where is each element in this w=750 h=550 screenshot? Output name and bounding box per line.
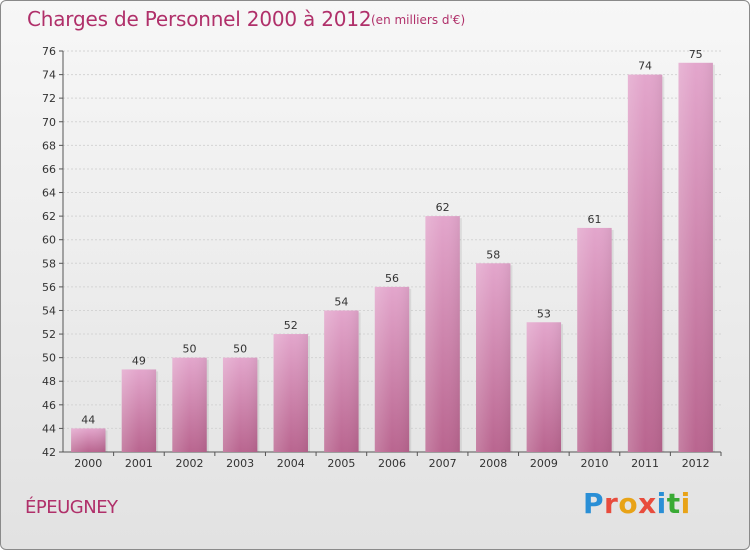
value-label: 56 bbox=[385, 272, 399, 285]
x-tick-label: 2000 bbox=[74, 457, 102, 470]
x-tick-label: 2012 bbox=[682, 457, 710, 470]
value-label: 50 bbox=[233, 343, 247, 356]
value-label: 44 bbox=[81, 413, 95, 426]
x-tick-label: 2002 bbox=[176, 457, 204, 470]
y-tick-label: 60 bbox=[42, 234, 56, 247]
x-tick-label: 2007 bbox=[429, 457, 457, 470]
x-tick-label: 2006 bbox=[378, 457, 406, 470]
value-label: 54 bbox=[334, 295, 348, 308]
bar-shine bbox=[577, 227, 612, 452]
bars bbox=[71, 62, 715, 453]
y-tick-label: 76 bbox=[42, 45, 56, 58]
value-label: 62 bbox=[436, 201, 450, 214]
y-tick-label: 64 bbox=[42, 187, 56, 200]
y-tick-label: 68 bbox=[42, 139, 56, 152]
y-tick-label: 56 bbox=[42, 281, 56, 294]
y-tick-label: 44 bbox=[42, 422, 56, 435]
value-label: 49 bbox=[132, 354, 146, 367]
value-label: 53 bbox=[537, 307, 551, 320]
logo-letter: P bbox=[583, 487, 605, 520]
bar-shine bbox=[678, 62, 713, 452]
x-tick-label: 2001 bbox=[125, 457, 153, 470]
chart-title: Charges de Personnel 2000 à 2012 bbox=[27, 7, 372, 31]
bar-shine bbox=[627, 74, 663, 453]
y-tick-label: 66 bbox=[42, 163, 56, 176]
value-label: 74 bbox=[638, 60, 652, 73]
x-tick-label: 2004 bbox=[277, 457, 305, 470]
bar-shine bbox=[425, 216, 460, 452]
y-tick-label: 52 bbox=[42, 328, 56, 341]
logo-letter: o bbox=[618, 487, 639, 520]
y-tick-label: 58 bbox=[42, 257, 56, 270]
x-tick-label: 2003 bbox=[226, 457, 254, 470]
value-label: 58 bbox=[486, 248, 500, 261]
x-tick-label: 2008 bbox=[479, 457, 507, 470]
bar-shine bbox=[476, 263, 511, 452]
y-tick-label: 48 bbox=[42, 375, 56, 388]
bar-shine bbox=[121, 369, 157, 452]
labels: 42 44 46 48 50 52 54 56 58 60 62 64 66 68 70 72 74 76 44 20… bbox=[42, 45, 710, 470]
y-tick-label: 62 bbox=[42, 210, 56, 223]
value-label: 61 bbox=[587, 213, 601, 226]
value-label: 50 bbox=[183, 343, 197, 356]
value-label: 52 bbox=[284, 319, 298, 332]
bar-shine bbox=[71, 428, 106, 452]
y-tick-label: 42 bbox=[42, 446, 56, 459]
logo-letter: r bbox=[604, 487, 619, 520]
x-tick-label: 2009 bbox=[530, 457, 558, 470]
logo-letter: x bbox=[638, 487, 657, 520]
y-tick-label: 74 bbox=[42, 69, 56, 82]
y-tick-label: 72 bbox=[42, 92, 56, 105]
y-tick-label: 70 bbox=[42, 116, 56, 129]
bar-shine bbox=[222, 357, 258, 452]
y-tick-label: 54 bbox=[42, 304, 56, 317]
bar-shine bbox=[526, 322, 562, 452]
logo-letter: t bbox=[666, 487, 681, 520]
place-name: ÉPEUGNEY bbox=[25, 497, 118, 518]
proxiti-logo[interactable]: Proxiti bbox=[583, 487, 691, 520]
x-tick-label: 2010 bbox=[580, 457, 608, 470]
x-tick-label: 2011 bbox=[631, 457, 659, 470]
x-tick-label: 2005 bbox=[327, 457, 355, 470]
logo-letter: i bbox=[656, 487, 667, 520]
y-tick-label: 46 bbox=[42, 399, 56, 412]
bar-shine bbox=[273, 334, 308, 452]
y-tick-label: 50 bbox=[42, 352, 56, 365]
value-label: 75 bbox=[689, 48, 703, 61]
logo-letter: i bbox=[680, 487, 691, 520]
bar-shine bbox=[172, 357, 207, 452]
chart-subtitle: (en milliers d'€) bbox=[371, 13, 466, 27]
bar-shine bbox=[324, 310, 359, 452]
bar-shine bbox=[374, 286, 410, 452]
